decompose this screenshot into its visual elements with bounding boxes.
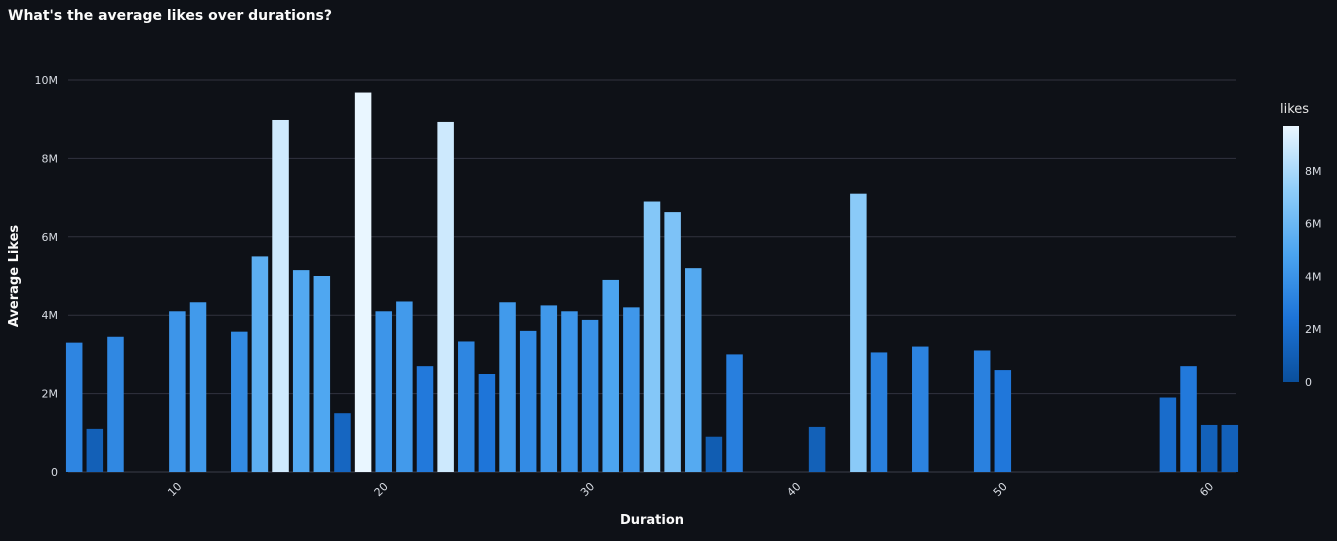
bar: [375, 311, 392, 472]
bar: [458, 341, 475, 472]
bar: [726, 354, 743, 472]
bar: [540, 305, 558, 472]
colorbar-tick-label: 8M: [1305, 165, 1322, 178]
bar: [705, 436, 723, 472]
colorbar-gradient: [1283, 126, 1299, 382]
y-axis-ticks: 0 2M 4M 6M 8M 10M: [35, 74, 59, 479]
bar: [808, 426, 826, 472]
bars: [65, 92, 1239, 472]
bar: [870, 352, 888, 472]
bar: [685, 268, 702, 472]
bar: [416, 366, 434, 472]
colorbar-tick-label: 0: [1305, 376, 1312, 389]
y-tick-label: 8M: [42, 152, 59, 165]
bar: [499, 302, 516, 472]
bar: [623, 307, 640, 472]
bar: [602, 279, 619, 472]
y-tick-label: 2M: [42, 388, 59, 401]
bar: [313, 276, 331, 472]
x-tick-label: 20: [372, 480, 391, 499]
bar: [643, 201, 661, 472]
x-axis-title: Duration: [620, 513, 684, 528]
bar: [189, 302, 207, 472]
y-tick-label: 0: [51, 466, 58, 479]
bar: [169, 311, 186, 472]
colorbar-tick-label: 2M: [1305, 323, 1322, 336]
y-tick-label: 10M: [35, 74, 59, 87]
bar: [354, 92, 372, 472]
bar: [994, 370, 1012, 472]
y-tick-label: 4M: [42, 309, 59, 322]
bar: [231, 331, 248, 472]
y-axis-title: Average Likes: [7, 225, 22, 328]
bar: [272, 119, 289, 472]
bar: [1221, 424, 1239, 472]
y-tick-label: 6M: [42, 231, 59, 244]
bar: [581, 319, 599, 472]
bar: [86, 428, 104, 472]
bar: [107, 336, 124, 472]
bar: [251, 256, 269, 472]
x-tick-label: 10: [165, 480, 184, 499]
bar: [396, 301, 413, 472]
bar: [292, 270, 310, 472]
x-axis-ticks: 10 20 30 40 50 60: [165, 480, 1216, 499]
colorbar: likes 0 2M 4M 6M 8M: [1280, 102, 1322, 389]
bar: [478, 374, 496, 472]
colorbar-tick-label: 4M: [1305, 270, 1322, 283]
x-tick-label: 40: [784, 480, 803, 499]
bar: [437, 121, 454, 472]
x-tick-label: 50: [991, 480, 1010, 499]
colorbar-tick-label: 6M: [1305, 218, 1322, 231]
bar: [334, 413, 351, 472]
bar: [1159, 397, 1177, 472]
bar: [65, 342, 83, 472]
colorbar-title: likes: [1280, 102, 1309, 117]
x-tick-label: 60: [1197, 480, 1216, 499]
x-tick-label: 30: [578, 480, 597, 499]
bar: [1180, 366, 1197, 472]
chart-title: What's the average likes over durations?: [8, 8, 333, 24]
bar: [912, 346, 929, 472]
bar: [519, 330, 537, 472]
bar: [973, 350, 991, 472]
bar: [850, 193, 867, 472]
bar: [664, 212, 681, 472]
bar: [561, 311, 578, 472]
bar: [1200, 424, 1218, 472]
